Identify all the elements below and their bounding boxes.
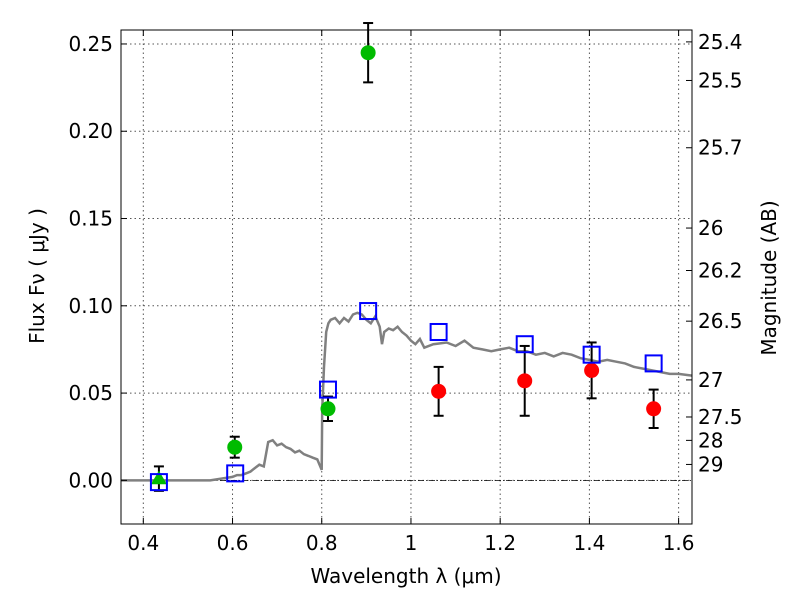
right-axis-label: Magnitude (AB) [757, 200, 781, 355]
model-sed-line [121, 311, 693, 482]
model-photometry-point [149, 473, 168, 492]
right-tick-label: 29 [698, 452, 723, 476]
y-tick-label: 0.00 [68, 468, 113, 492]
model-photometry-point [644, 354, 663, 373]
observed-detections-point [227, 439, 243, 455]
x-axis-label: Wavelength λ (μm) [310, 564, 501, 588]
x-tick-label: 1.4 [573, 531, 605, 555]
x-tick-label: 1 [405, 531, 418, 555]
observed-detections-point [360, 45, 376, 61]
y-tick-label: 0.25 [68, 32, 113, 56]
right-tick-label: 26 [698, 216, 723, 240]
right-tick-label: 26.2 [698, 258, 743, 282]
model-photometry-point [226, 464, 245, 483]
y-tick-label: 0.10 [68, 294, 113, 318]
model-photometry-point [318, 380, 337, 399]
right-tick-label: 25.4 [698, 30, 743, 54]
model-photometry-point [582, 345, 601, 364]
x-tick-label: 1.2 [484, 531, 516, 555]
observed-ir-point [646, 401, 662, 417]
observed-ir-point [517, 373, 533, 389]
model-photometry-point [429, 322, 448, 341]
ticks: 0.4 0.6 0.8 1 1.2 1.4 1.6 0.00 0.05 0.10 0.15 0.20 0… [68, 30, 742, 555]
plot-frame [120, 29, 693, 525]
right-tick-label: 28 [698, 428, 723, 452]
x-tick-label: 0.8 [306, 531, 338, 555]
model-photometry-point [359, 302, 378, 321]
y-tick-label: 0.05 [68, 381, 113, 405]
y-tick-label: 0.20 [68, 119, 113, 143]
x-tick-label: 0.4 [127, 531, 159, 555]
observed-detections-point [320, 401, 336, 417]
x-tick-label: 0.6 [217, 531, 249, 555]
y-axis-label: Flux Fν ( μJy ) [25, 208, 49, 344]
markers [149, 22, 663, 492]
grid-lines [121, 30, 692, 524]
observed-ir-point [584, 362, 600, 378]
observed-upper-point [150, 470, 167, 485]
right-tick-label: 26.5 [698, 309, 743, 333]
right-tick-label: 25.7 [698, 136, 743, 160]
right-tick-label: 27 [698, 368, 723, 392]
x-tick-label: 1.6 [663, 531, 695, 555]
y-tick-label: 0.15 [68, 207, 113, 231]
observed-ir-point [431, 383, 447, 399]
model-photometry-point [515, 335, 534, 354]
right-tick-label: 27.5 [698, 405, 743, 429]
right-tick-label: 25.5 [698, 68, 743, 92]
